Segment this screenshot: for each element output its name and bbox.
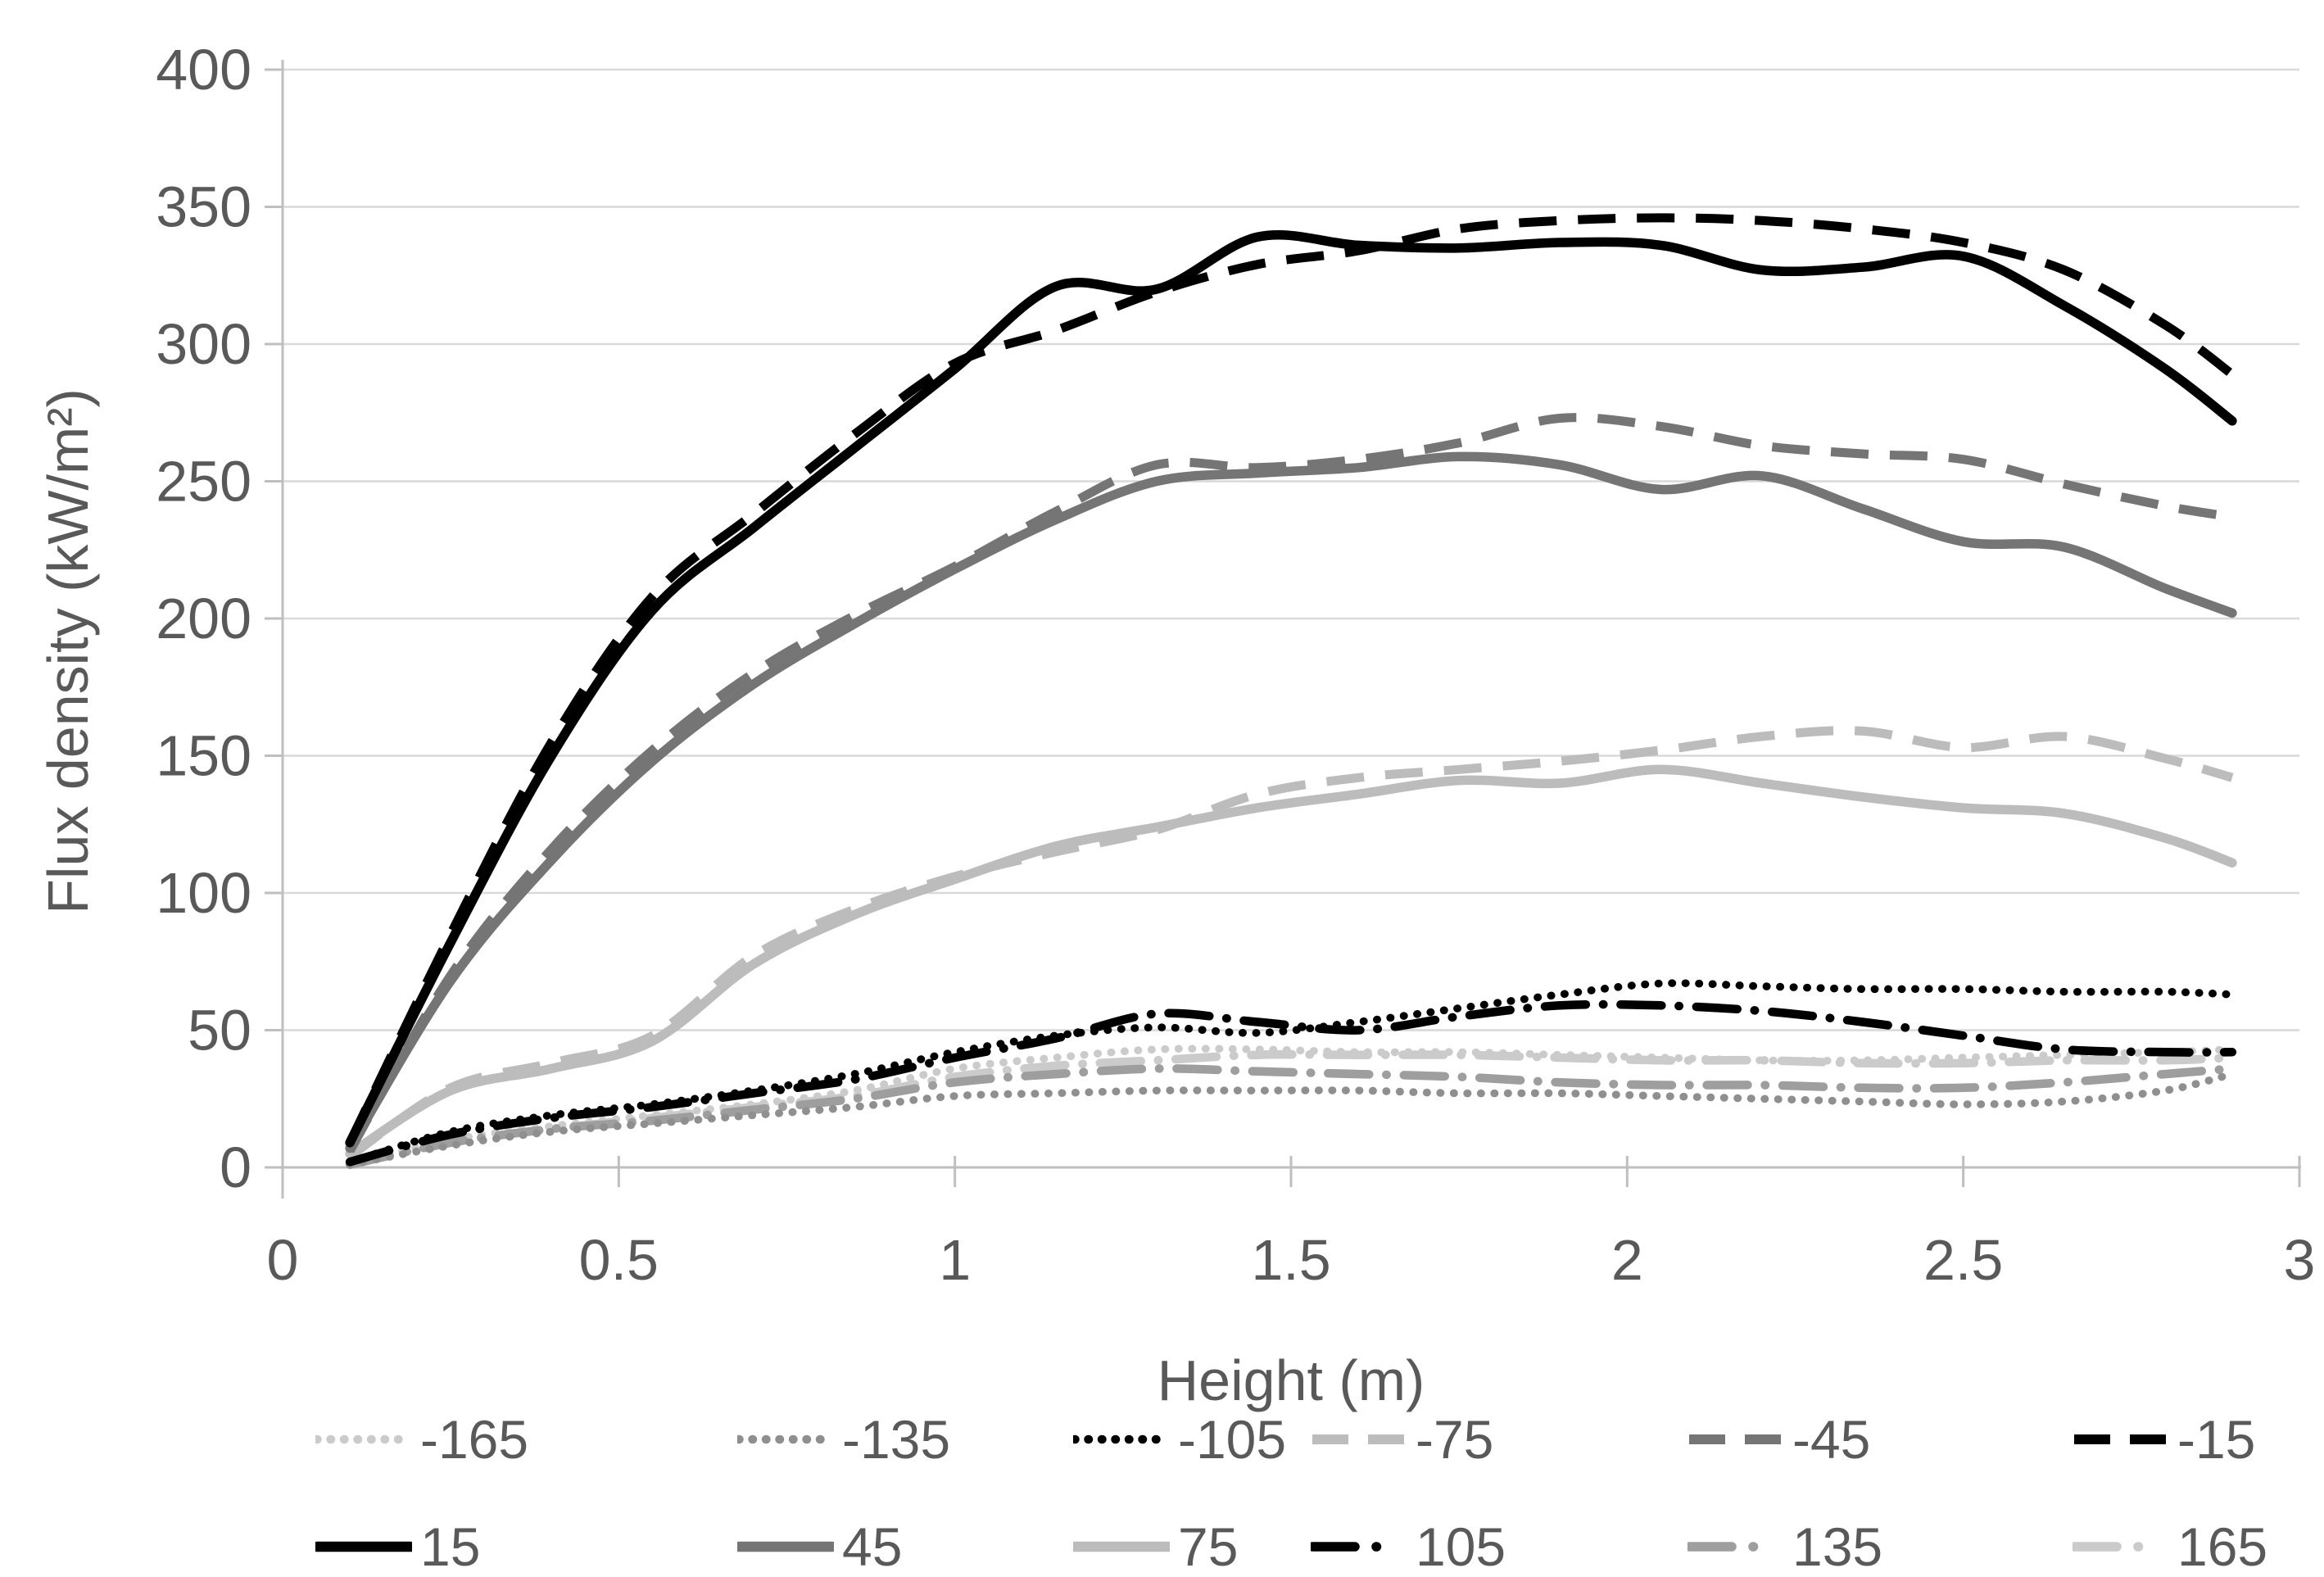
y-tick-label-300: 300 xyxy=(156,312,251,376)
series-line--75 xyxy=(347,726,2234,1161)
series-line-135 xyxy=(345,1064,2237,1169)
y-tick-label-150: 150 xyxy=(156,724,251,788)
x-tick-label-0: 0 xyxy=(267,1228,299,1292)
series-line-45 xyxy=(345,451,2237,1153)
y-tick-label-100: 100 xyxy=(156,861,251,925)
x-tick-label-3: 3 xyxy=(2284,1228,2316,1292)
y-tick-label-250: 250 xyxy=(156,450,251,514)
y-tick-label-0: 0 xyxy=(220,1135,251,1199)
series-line--15 xyxy=(346,213,2236,1145)
y-axis-title: Flux density (kW/m²) xyxy=(36,388,100,914)
series-line--45 xyxy=(346,413,2233,1153)
y-tick-label-200: 200 xyxy=(156,587,251,650)
y-tick-label-400: 400 xyxy=(156,38,251,102)
y-tick-label-350: 350 xyxy=(156,175,251,239)
x-tick-label-1: 1 xyxy=(939,1228,971,1292)
x-tick-label-2.5: 2.5 xyxy=(1923,1228,2003,1292)
series-line--165 xyxy=(346,1045,2236,1169)
series-line-105 xyxy=(345,999,2237,1167)
series-line-75 xyxy=(345,764,2237,1159)
x-tick-label-1.5: 1.5 xyxy=(1251,1228,1330,1292)
x-tick-label-2: 2 xyxy=(1611,1228,1643,1292)
x-tick-label-0.5: 0.5 xyxy=(579,1228,659,1292)
series-line-15 xyxy=(345,230,2237,1148)
x-axis-title: Height (m) xyxy=(1157,1348,1425,1412)
series-line--105 xyxy=(346,979,2236,1167)
y-tick-label-50: 50 xyxy=(188,999,251,1063)
series-line--135 xyxy=(346,1070,2236,1169)
